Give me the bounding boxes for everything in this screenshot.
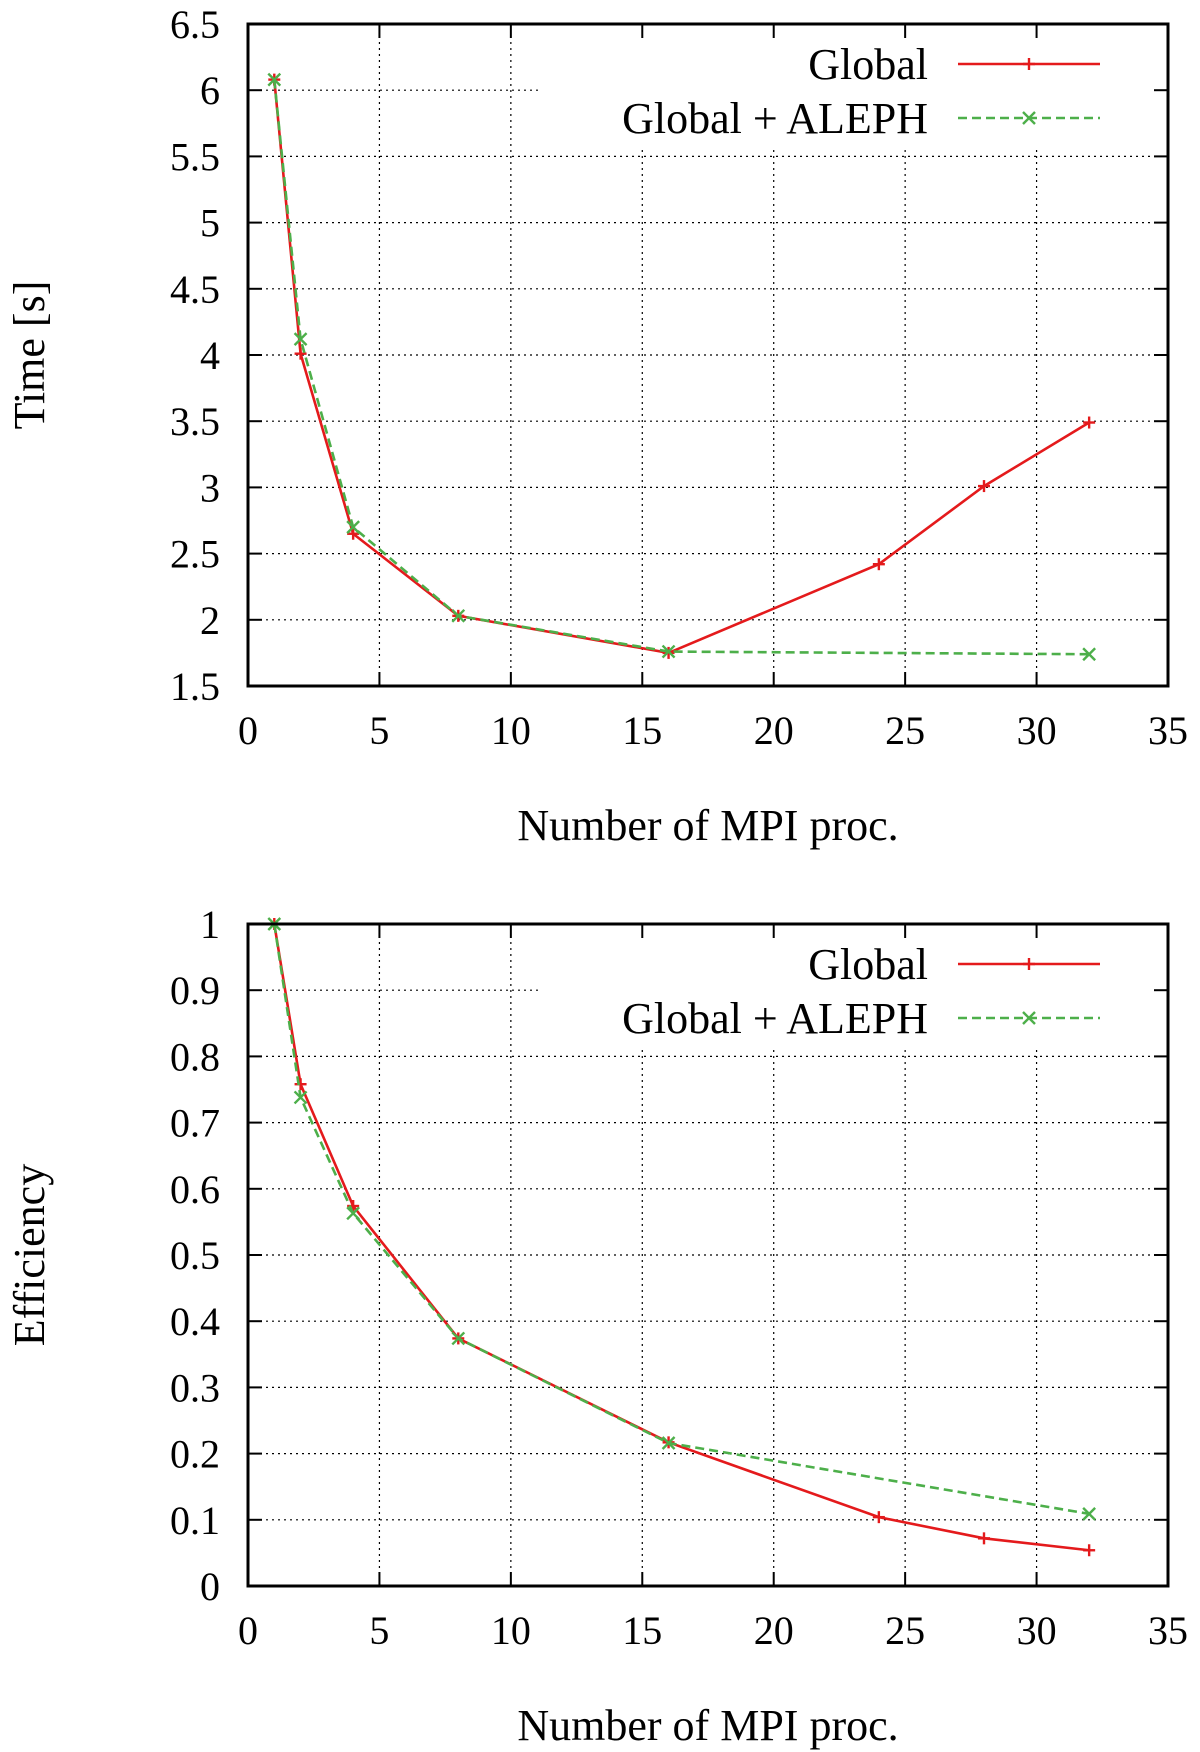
legend-label: Global [808, 40, 928, 89]
grid-lines [248, 924, 1168, 1586]
y-tick-label: 4.5 [170, 267, 220, 312]
y-tick-label: 1.5 [170, 664, 220, 709]
data-point [451, 1331, 466, 1346]
x-tick-label: 5 [369, 708, 389, 753]
x-axis-label: Number of MPI proc. [517, 1701, 898, 1750]
x-tick-label: 15 [622, 1608, 662, 1653]
chart-time: 0 5 10 15 20 25 30 35 1.5 2 2.5 3 3.5 4 4.5 5 5.5 6 6.5 Num… [5, 2, 1188, 850]
y-tick-label: 2.5 [170, 532, 220, 577]
data-point [1083, 416, 1096, 429]
legend-label: Global + ALEPH [622, 994, 928, 1043]
marker-stroke [661, 1436, 676, 1450]
data-point [661, 644, 676, 659]
marker-stroke [293, 1090, 308, 1105]
data-point [1082, 1506, 1096, 1521]
x-tick-label: 0 [238, 1608, 258, 1653]
y-tick-label: 5.5 [170, 134, 220, 179]
data-point [294, 1078, 307, 1091]
y-tick-label: 1 [200, 902, 220, 947]
series-line [273, 923, 1090, 1552]
x-tick-label: 35 [1148, 1608, 1188, 1653]
data-point [451, 608, 466, 623]
series-line [273, 923, 1090, 1516]
series-global [268, 73, 1096, 659]
data-point [346, 520, 360, 534]
y-tick-label: 0.9 [170, 968, 220, 1013]
x-tick-label: 30 [1017, 708, 1057, 753]
y-tick-label: 0.4 [170, 1299, 220, 1344]
chart-efficiency: 0 5 10 15 20 25 30 35 0 0.1 0.2 0.3 0.4 0.5 0.6 0.7 0.8 0… [5, 902, 1188, 1750]
x-tick-label: 30 [1017, 1608, 1057, 1653]
marker-stroke [346, 1206, 360, 1221]
legend-label: Global [808, 940, 928, 989]
data-point [267, 72, 282, 87]
x-tick-label: 25 [885, 1608, 925, 1653]
y-tick-label: 0.6 [170, 1167, 220, 1212]
y-axis-label: Efficiency [5, 1164, 54, 1346]
plot-frame [246, 22, 1170, 688]
data-point [293, 332, 308, 346]
series-global-aleph [267, 72, 1096, 662]
x-tick-label: 20 [754, 1608, 794, 1653]
data-point [978, 480, 990, 493]
legend-box [540, 30, 1162, 148]
legend-label: Global + ALEPH [622, 94, 928, 143]
marker-stroke [1082, 1506, 1096, 1521]
data-point [661, 1436, 676, 1450]
data-point [1082, 647, 1096, 662]
y-axis-label: Time [s] [5, 281, 54, 430]
x-axis-label: Number of MPI proc. [517, 801, 898, 850]
y-tick-label: 0 [200, 1564, 220, 1609]
x-tick-label: 35 [1148, 708, 1188, 753]
x-tick-label: 5 [369, 1608, 389, 1653]
x-tick-label: 15 [622, 708, 662, 753]
data-point [294, 347, 307, 360]
marker-stroke [346, 520, 360, 534]
data-point [872, 558, 885, 571]
data-point [347, 527, 360, 540]
x-tick-label: 10 [491, 708, 531, 753]
data-point [978, 1532, 990, 1545]
legend-marker [1022, 111, 1036, 125]
data-point [346, 1206, 360, 1221]
y-tick-label: 6 [200, 68, 220, 113]
marker-stroke [267, 72, 282, 87]
x-tick-label: 20 [754, 708, 794, 753]
y-tick-label: 0.7 [170, 1101, 220, 1146]
x-tick-label: 10 [491, 1608, 531, 1653]
data-point [872, 1511, 885, 1524]
data-point [1083, 1544, 1096, 1557]
marker-stroke [451, 1331, 466, 1346]
marker-stroke [293, 332, 308, 346]
series-line [272, 79, 1090, 655]
x-tick-label: 0 [238, 708, 258, 753]
y-tick-label: 0.1 [170, 1498, 220, 1543]
grid-lines [248, 24, 1168, 686]
legend-box [540, 930, 1162, 1048]
y-tick-label: 0.2 [170, 1432, 220, 1477]
marker-stroke [1082, 647, 1096, 662]
y-tick-label: 0.5 [170, 1233, 220, 1278]
data-point [293, 1090, 308, 1105]
y-tick-label: 0.3 [170, 1365, 220, 1410]
marker-stroke [451, 608, 466, 623]
series-line [272, 79, 1090, 656]
y-tick-label: 5 [200, 201, 220, 246]
y-tick-label: 3 [200, 465, 220, 510]
series-global-aleph [267, 917, 1096, 1521]
y-tick-label: 6.5 [170, 2, 220, 47]
y-tick-label: 0.8 [170, 1034, 220, 1079]
x-tick-label: 25 [885, 708, 925, 753]
legend-marker [1022, 1011, 1036, 1025]
plot-frame [246, 922, 1170, 1588]
marker-stroke [661, 644, 676, 659]
y-tick-label: 3.5 [170, 399, 220, 444]
y-tick-label: 2 [200, 598, 220, 643]
y-tick-label: 4 [200, 333, 220, 378]
